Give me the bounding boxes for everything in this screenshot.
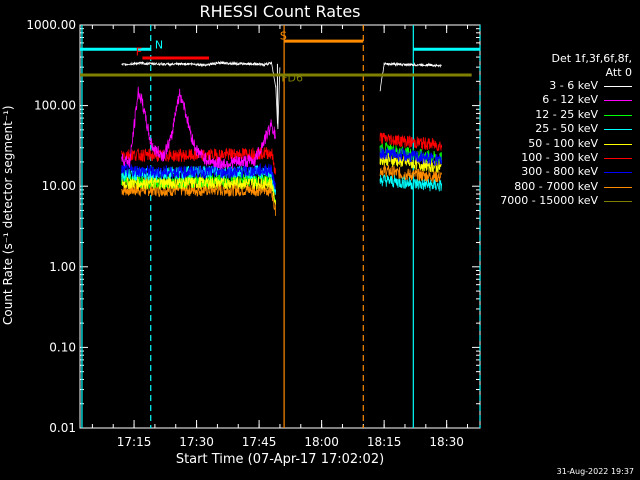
flag-label: S	[280, 30, 287, 43]
plot-timestamp: 31-Aug-2022 19:37	[556, 467, 634, 476]
legend-swatch	[604, 201, 632, 203]
legend-item: 100 - 300 keV	[462, 151, 632, 165]
legend-item: 6 - 12 keV	[462, 93, 632, 107]
legend-swatch	[604, 129, 632, 131]
legend-swatch	[604, 143, 632, 145]
legend-label: 50 - 100 keV	[528, 136, 598, 150]
legend-item: 50 - 100 keV	[462, 137, 632, 151]
legend-item: 300 - 800 keV	[462, 165, 632, 179]
legend-label: 100 - 300 keV	[521, 150, 598, 164]
y-tick-label: 0.10	[49, 340, 76, 354]
legend-label: 3 - 6 keV	[549, 79, 598, 92]
plot-frame	[79, 24, 481, 429]
x-tick-label: 18:00	[304, 435, 339, 449]
y-tick-label: 1.00	[49, 260, 76, 274]
legend-swatch	[604, 114, 632, 116]
chart-legend: 3 - 6 keV 6 - 12 keV 12 - 25 keV 25 - 50 ke…	[462, 79, 632, 209]
legend-swatch	[604, 186, 632, 188]
series-line	[121, 60, 442, 130]
x-tick-label: 17:45	[242, 435, 277, 449]
x-tick-label: 17:15	[117, 435, 152, 449]
legend-label: 800 - 7000 keV	[514, 179, 598, 193]
legend-item: 3 - 6 keV	[462, 79, 632, 93]
detector-info: Det 1f,3f,6f,8f, Att 0	[472, 52, 632, 80]
y-tick-label: 0.01	[49, 421, 76, 435]
flag-label: N	[155, 39, 163, 52]
legend-swatch	[604, 86, 632, 87]
legend-item: 25 - 50 keV	[462, 122, 632, 136]
legend-item: 7000 - 15000 keV	[462, 194, 632, 208]
x-tick-label: 18:15	[367, 435, 402, 449]
legend-swatch	[604, 100, 632, 102]
legend-label: 6 - 12 keV	[542, 93, 598, 107]
y-tick-label: 10.00	[42, 179, 76, 193]
legend-label: 7000 - 15000 keV	[500, 194, 598, 208]
series-line	[121, 146, 443, 190]
chart-title: RHESSI Count Rates	[199, 2, 361, 21]
x-axis-label: Start Time (07-Apr-17 17:02:02)	[175, 452, 385, 467]
legend-item: 800 - 7000 keV	[462, 180, 632, 194]
legend-item: 12 - 25 keV	[462, 108, 632, 122]
legend-swatch	[604, 172, 632, 174]
legend-label: 300 - 800 keV	[521, 165, 598, 179]
x-tick-label: 18:30	[429, 435, 464, 449]
detector-line-2: Att 0	[605, 66, 632, 79]
flag-label: F	[136, 45, 142, 58]
series-line	[121, 86, 276, 170]
detector-line-1: Det 1f,3f,6f,8f,	[551, 52, 632, 65]
flag-label: FD6	[281, 71, 303, 84]
series-line	[121, 152, 442, 205]
legend-label: 25 - 50 keV	[535, 122, 598, 136]
y-tick-label: 1000.00	[26, 18, 76, 32]
legend-swatch	[604, 157, 632, 159]
y-tick-label: 100.00	[34, 99, 76, 113]
y-axis-label: Count Rate (s⁻¹ detector segment⁻¹)	[1, 105, 15, 325]
x-tick-label: 17:30	[179, 435, 214, 449]
legend-label: 12 - 25 keV	[535, 107, 598, 121]
